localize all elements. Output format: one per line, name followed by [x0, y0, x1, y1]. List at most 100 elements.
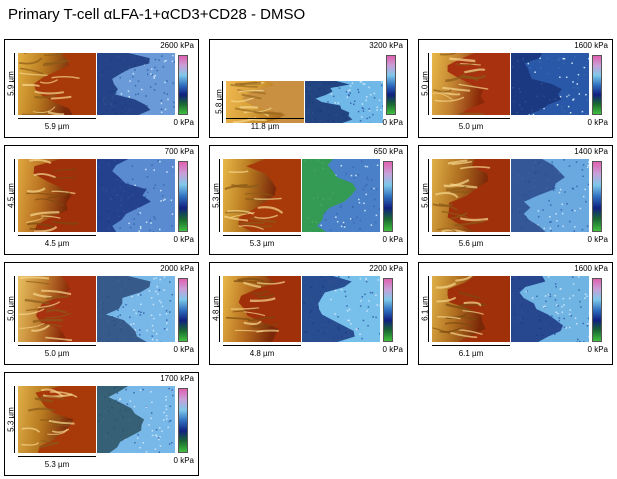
stiffness-image — [511, 276, 590, 343]
bottom-scale-bar — [18, 345, 96, 346]
stiffness-map — [97, 386, 175, 455]
stiffness-image — [511, 53, 591, 116]
afm-panel: 2000 kPa 0 kPa 5.0 µm 5.0 µm — [4, 262, 199, 365]
topography-map — [18, 49, 96, 116]
colorbar-max-label: 2600 kPa — [160, 41, 194, 50]
figure-title: Primary T-cell αLFA-1+αCD3+CD28 - DMSO — [8, 6, 306, 23]
side-scale-label: 5.9 µm — [6, 71, 16, 96]
stiffness-image — [305, 81, 385, 125]
colorbar-min-label: 0 kPa — [382, 118, 403, 127]
colorbar-min-label: 0 kPa — [173, 345, 194, 354]
topography-map — [432, 50, 510, 116]
side-scale-label: 4.5 µm — [6, 182, 16, 208]
topography-image — [18, 386, 96, 453]
side-scale-label: 5.3 µm — [211, 182, 221, 208]
stiffness-image — [97, 276, 175, 344]
side-scale-label: 5.6 µm — [420, 182, 430, 208]
topography-map — [432, 274, 510, 342]
colorbar — [386, 55, 396, 115]
bottom-scale-label: 5.0 µm — [44, 349, 70, 358]
colorbar-max-label: 1700 kPa — [160, 374, 194, 383]
side-scale-label: 6.1 µm — [420, 296, 430, 321]
colorbar-min-label: 0 kPa — [587, 118, 608, 127]
stiffness-map — [511, 276, 590, 343]
stiffness-map — [97, 159, 177, 233]
stiffness-image — [302, 276, 381, 344]
bottom-scale-bar — [432, 345, 510, 346]
colorbar — [383, 278, 393, 342]
bottom-scale-label: 5.0 µm — [458, 122, 484, 131]
side-scale-bar — [14, 53, 15, 115]
topography-map — [18, 276, 96, 342]
stiffness-map — [302, 276, 381, 344]
topography-image — [223, 276, 301, 342]
colorbar-max-label: 1400 kPa — [574, 147, 608, 156]
bottom-scale-bar — [432, 118, 510, 119]
colorbar-min-label: 0 kPa — [587, 235, 608, 244]
colorbar-max-label: 1600 kPa — [574, 41, 608, 50]
colorbar-min-label: 0 kPa — [587, 345, 608, 354]
side-scale-label: 5.0 µm — [420, 71, 430, 96]
side-scale-bar — [222, 81, 223, 123]
afm-panel: 1600 kPa 0 kPa 5.0 µm 5.0 µm — [418, 39, 613, 138]
colorbar-min-label: 0 kPa — [173, 456, 194, 465]
topography-image — [18, 158, 96, 234]
topography-map — [223, 276, 301, 342]
colorbar — [592, 161, 602, 232]
colorbar-min-label: 0 kPa — [382, 235, 403, 244]
stiffness-map — [97, 53, 176, 117]
afm-panel: 3200 kPa 0 kPa 5.8 µm 11.8 µm — [209, 39, 408, 138]
bottom-scale-label: 5.6 µm — [458, 239, 484, 248]
colorbar-max-label: 650 kPa — [373, 147, 403, 156]
side-scale-bar — [219, 276, 220, 342]
topography-map — [223, 159, 301, 232]
bottom-scale-label: 11.8 µm — [250, 122, 280, 131]
afm-panel: 1400 kPa 0 kPa 5.6 µm 5.6 µm — [418, 145, 613, 255]
afm-panel: 1600 kPa 0 kPa 6.1 µm 6.1 µm — [418, 262, 613, 365]
afm-panel: 1700 kPa 0 kPa 5.3 µm 5.3 µm — [4, 372, 199, 476]
topography-map — [432, 159, 510, 236]
colorbar-max-label: 2200 kPa — [369, 264, 403, 273]
afm-panel: 650 kPa 0 kPa 5.3 µm 5.3 µm — [209, 145, 408, 255]
topography-image — [432, 159, 510, 236]
colorbar — [178, 388, 188, 453]
bottom-scale-label: 4.5 µm — [44, 239, 70, 248]
colorbar-max-label: 2000 kPa — [160, 264, 194, 273]
side-scale-label: 5.0 µm — [6, 296, 16, 321]
colorbar-max-label: 1600 kPa — [574, 264, 608, 273]
topography-image — [223, 159, 301, 232]
bottom-scale-label: 5.3 µm — [249, 239, 275, 248]
bottom-scale-bar — [18, 456, 96, 457]
colorbar — [178, 55, 188, 115]
side-scale-bar — [14, 159, 15, 232]
bottom-scale-bar — [223, 235, 301, 236]
topography-image — [18, 276, 96, 342]
colorbar-min-label: 0 kPa — [382, 345, 403, 354]
stiffness-map — [305, 81, 385, 125]
colorbar-min-label: 0 kPa — [173, 235, 194, 244]
bottom-scale-label: 5.9 µm — [44, 122, 70, 131]
side-scale-bar — [428, 276, 429, 342]
topography-map — [226, 81, 304, 124]
bottom-scale-label: 4.8 µm — [249, 349, 275, 358]
bottom-scale-bar — [18, 118, 96, 119]
colorbar-max-label: 700 kPa — [164, 147, 194, 156]
colorbar-max-label: 3200 kPa — [369, 41, 403, 50]
side-scale-bar — [14, 276, 15, 342]
topography-image — [432, 50, 510, 116]
colorbar — [178, 161, 188, 232]
stiffness-map — [511, 159, 591, 232]
stiffness-image — [511, 159, 591, 232]
afm-panel: 2600 kPa 0 kPa 5.9 µm 5.9 µm — [4, 39, 199, 138]
side-scale-label: 5.8 µm — [214, 89, 224, 114]
bottom-scale-label: 5.3 µm — [44, 460, 70, 469]
colorbar-min-label: 0 kPa — [173, 118, 194, 127]
topography-map — [18, 386, 96, 453]
topography-image — [226, 81, 304, 124]
colorbar — [383, 161, 393, 232]
stiffness-map — [511, 53, 591, 116]
side-scale-bar — [14, 386, 15, 453]
stiffness-map — [302, 159, 381, 233]
colorbar — [592, 55, 602, 115]
afm-panel: 700 kPa 0 kPa 4.5 µm 4.5 µm — [4, 145, 199, 255]
